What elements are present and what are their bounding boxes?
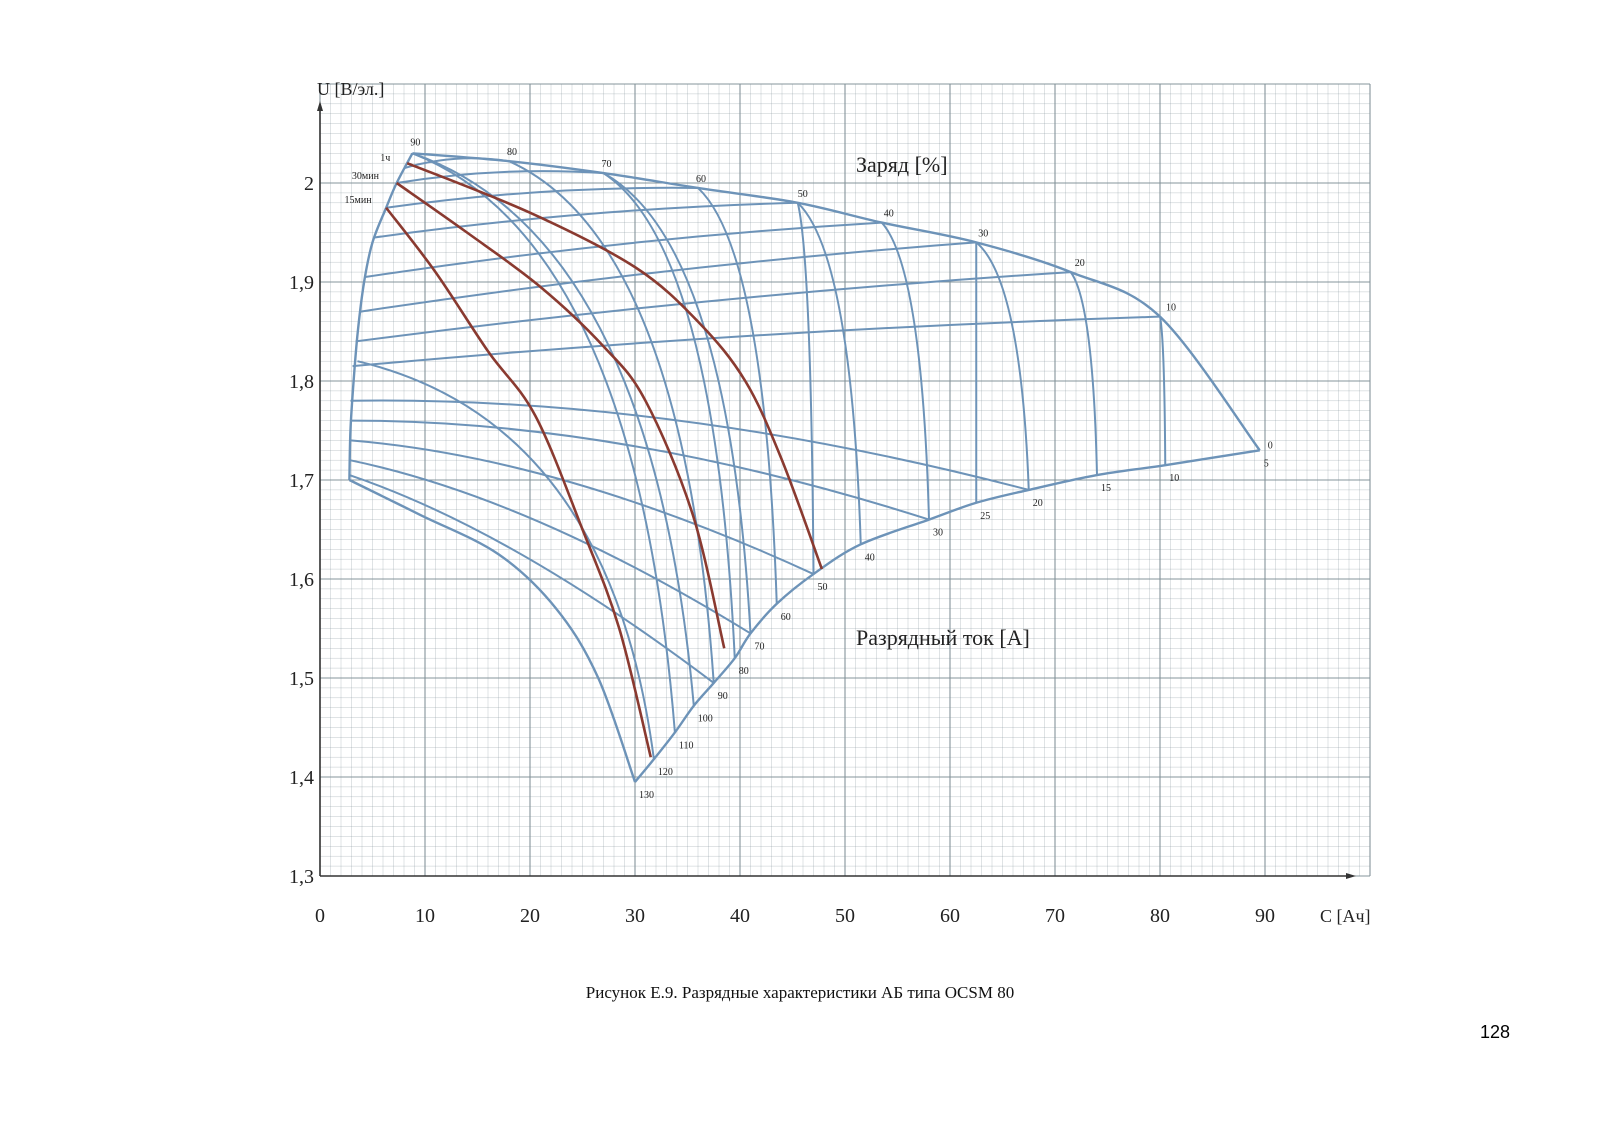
current-label: 20 <box>1033 498 1043 509</box>
charge-level-line <box>359 241 977 313</box>
y-tick-label: 1,3 <box>289 866 314 888</box>
current-label: 15 <box>1101 483 1111 494</box>
time-curve-label: 1ч <box>380 153 390 164</box>
charge-level-line <box>386 186 699 209</box>
y-tick-label: 1,5 <box>289 668 314 690</box>
y-tick-label: 1,8 <box>289 371 314 393</box>
charge-level-line <box>355 271 1071 343</box>
charge-level-label: 0 <box>1268 440 1273 451</box>
current-label: 120 <box>658 767 673 778</box>
axes: U [В/эл.] С [Ач] <box>317 79 1371 926</box>
figure-caption: Рисунок Е.9. Разрядные характеристики АБ… <box>585 983 1015 1002</box>
y-tick-label: 1,9 <box>289 272 314 294</box>
current-label: 60 <box>781 612 791 623</box>
time-curve <box>385 206 653 758</box>
x-tick-label: 10 <box>415 905 435 927</box>
y-tick-label: 1,4 <box>289 767 314 789</box>
y-tick-label: 1,6 <box>289 569 314 591</box>
y-tick-label: 2 <box>304 173 314 195</box>
time-curve <box>395 181 726 649</box>
charge-level-line <box>396 170 604 184</box>
current-curve <box>412 152 695 706</box>
charge-level-line <box>365 221 882 279</box>
charge-level-label: 70 <box>602 159 612 170</box>
current-label: 10 <box>1169 473 1179 484</box>
x-tick-label: 30 <box>625 905 645 927</box>
y-tick-labels: 1,3 1,4 1,5 1,6 1,7 1,8 1,9 2 <box>289 173 314 888</box>
charge-level-label: 40 <box>884 209 894 220</box>
x-axis-title: С [Ач] <box>1320 906 1371 926</box>
x-tick-label: 50 <box>835 905 855 927</box>
x-tick-label: 90 <box>1255 905 1275 927</box>
x-tick-label: 70 <box>1045 905 1065 927</box>
y-tick-label: 1,7 <box>289 470 314 492</box>
current-curve <box>796 202 815 575</box>
x-tick-label: 20 <box>520 905 540 927</box>
current-label: 30 <box>933 528 943 539</box>
current-curve <box>357 360 655 760</box>
page-number: 128 <box>1480 1022 1511 1042</box>
discharge-end-curve <box>348 478 637 783</box>
charge-level-label: 20 <box>1075 258 1085 269</box>
current-curve <box>797 202 862 545</box>
current-curve <box>1069 271 1098 476</box>
current-annotation: Разрядный ток [А] <box>856 625 1030 650</box>
current-curve <box>697 187 778 604</box>
current-curve <box>881 221 930 520</box>
charge-level-line <box>352 315 1161 368</box>
current-curve <box>602 172 736 659</box>
x-tick-label: 0 <box>315 905 325 927</box>
current-label: 25 <box>980 511 990 522</box>
y-axis-arrow <box>317 101 323 111</box>
charge-level-line <box>349 474 715 684</box>
current-label: 80 <box>739 666 749 677</box>
curve-mesh <box>348 152 1261 783</box>
curve-labels: 9080706050403020100130120110100908070605… <box>345 137 1273 801</box>
current-label: 50 <box>818 582 828 593</box>
current-label: 110 <box>679 740 694 751</box>
current-curve <box>412 152 676 733</box>
current-label: 100 <box>698 714 713 725</box>
time-curve-label: 15мин <box>345 195 373 206</box>
charge-level-label: 60 <box>696 174 706 185</box>
major-grid <box>319 83 1371 877</box>
charge-level-line <box>350 439 814 575</box>
x-tick-label: 60 <box>940 905 960 927</box>
charge-level-line <box>351 419 930 521</box>
y-axis-title: U [В/эл.] <box>317 79 384 99</box>
left-envelope <box>348 152 414 481</box>
current-curve <box>1159 316 1167 466</box>
x-axis-arrow <box>1346 873 1356 879</box>
charge-level-label: 30 <box>978 228 988 239</box>
charge-level-label: 80 <box>507 147 517 158</box>
time-curve <box>406 161 824 570</box>
x-tick-label: 40 <box>730 905 750 927</box>
charge-level-label: 50 <box>798 189 808 200</box>
charge-level-line <box>350 399 1030 491</box>
current-endpoint-line <box>634 449 1260 783</box>
time-curve-label: 30мин <box>352 171 380 182</box>
current-label: 130 <box>639 790 654 801</box>
charge-level-label: 10 <box>1166 303 1176 314</box>
charge-level-line <box>349 459 752 635</box>
current-label: 40 <box>865 552 875 563</box>
current-curve <box>603 172 752 634</box>
charge-annotation: Заряд [%] <box>856 152 948 177</box>
current-label: 5 <box>1264 458 1269 469</box>
charge-level-line <box>374 201 798 239</box>
current-label: 90 <box>718 691 728 702</box>
charge-top-envelope <box>412 152 1261 452</box>
x-tick-label: 80 <box>1150 905 1170 927</box>
charge-level-label: 90 <box>410 137 420 148</box>
x-tick-labels: 0 10 20 30 40 50 60 70 80 90 <box>315 905 1275 927</box>
current-label: 70 <box>755 641 765 652</box>
